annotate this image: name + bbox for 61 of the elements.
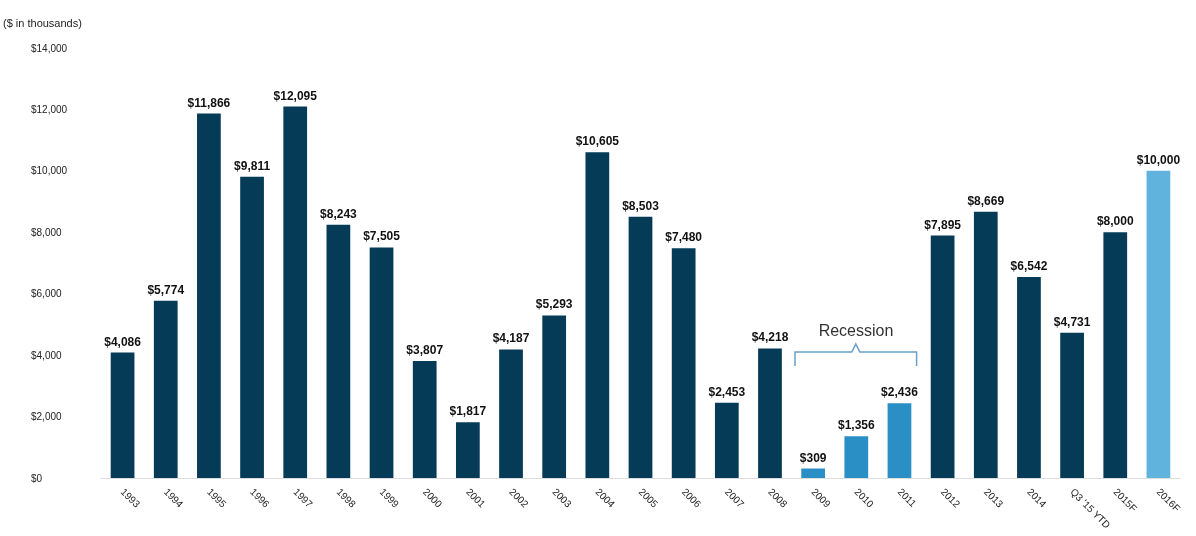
data-label: $10,605 [575,134,620,149]
data-label: $7,505 [363,229,401,244]
data-label: $309 [799,450,827,465]
bar [844,436,869,478]
data-label: $8,243 [320,206,358,221]
y-tick-label: $4,000 [31,349,63,361]
data-label: $5,293 [535,297,573,312]
y-axis-title: ($ in thousands) [3,16,82,29]
data-label: $10,000 [1136,152,1181,167]
bar [1103,232,1128,478]
bar [197,113,221,478]
bar [1017,277,1041,478]
data-label: $8,503 [622,198,660,213]
bar [499,349,523,478]
y-tick-label: $14,000 [31,42,68,54]
y-tick-label: $12,000 [31,103,68,115]
data-label: $8,669 [967,193,1005,208]
data-label: $5,774 [147,282,185,297]
data-label: $2,453 [708,384,746,399]
data-label: $7,895 [924,217,962,232]
data-label: $11,866 [187,95,231,110]
y-tick-label: $6,000 [31,288,63,300]
bar [542,315,567,478]
bar [628,216,653,478]
bar [1146,170,1171,478]
y-tick-label: $10,000 [31,165,68,177]
data-label: $6,542 [1010,259,1048,274]
annotation: Recession [818,321,894,339]
bar [110,352,135,478]
bar [801,468,826,478]
data-label: $1,817 [449,404,487,419]
bar [326,224,351,478]
data-label: $2,436 [881,385,919,400]
bar [412,361,437,478]
data-label: $4,187 [492,331,530,346]
data-label: $8,000 [1096,214,1134,229]
bar [153,300,178,478]
bar [240,176,264,478]
data-label: $1,356 [837,418,875,433]
data-label: $7,480 [665,230,703,245]
bar [283,106,308,478]
bar [585,152,610,478]
data-label: $4,218 [751,330,789,345]
x-tick-label: 1997 [291,486,316,510]
data-label: $4,731 [1053,314,1091,329]
y-tick-label: $0 [31,472,43,484]
bar [758,348,782,478]
bar [930,235,955,478]
y-tick-label: $2,000 [31,411,63,423]
data-label: $3,807 [406,343,444,358]
bar [887,403,912,478]
bar [1060,332,1084,478]
data-label: $4,086 [104,334,142,349]
y-tick-label: $8,000 [31,226,63,238]
bar [671,248,696,478]
bar [973,211,998,478]
data-label: $12,095 [273,88,318,103]
data-label: $9,811 [234,158,271,173]
bar [369,247,394,478]
bar [455,422,480,478]
bar [714,402,739,478]
